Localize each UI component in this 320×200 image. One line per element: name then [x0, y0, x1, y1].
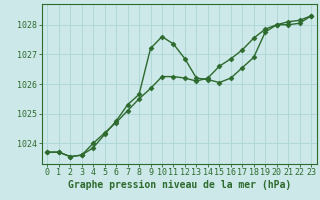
X-axis label: Graphe pression niveau de la mer (hPa): Graphe pression niveau de la mer (hPa): [68, 180, 291, 190]
